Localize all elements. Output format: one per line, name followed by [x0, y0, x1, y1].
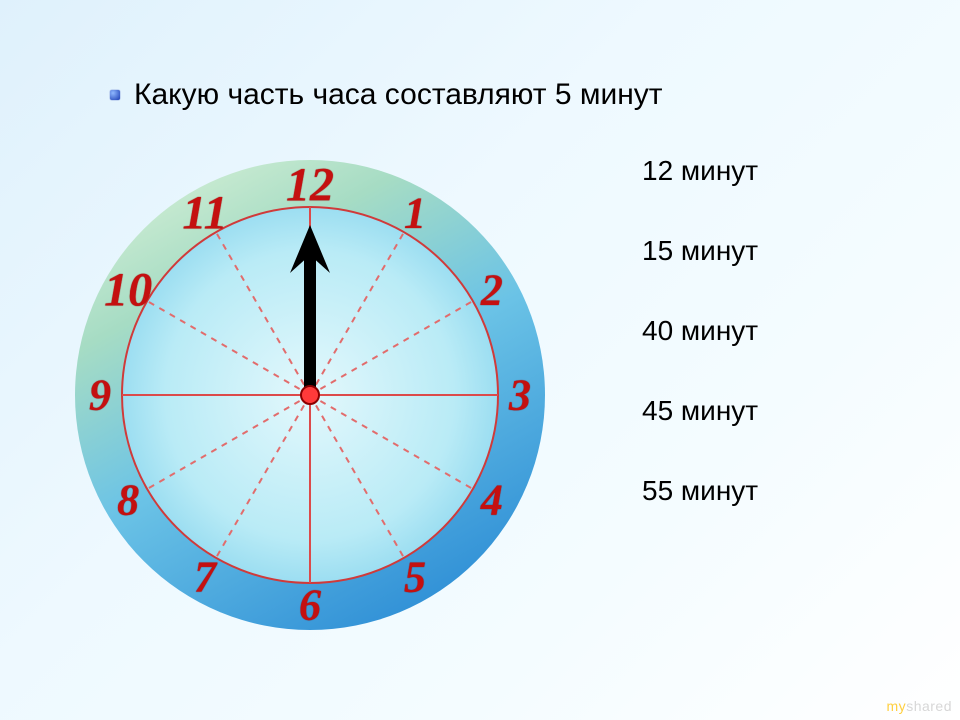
watermark-rest: shared: [906, 698, 952, 714]
option-item[interactable]: 15 минут: [642, 235, 758, 267]
clock-numeral: 12: [286, 158, 334, 213]
options-list: 12 минут 15 минут 40 минут 45 минут 55 м…: [642, 155, 758, 507]
bullet-icon: [110, 90, 120, 100]
clock-numeral: 11: [182, 186, 227, 241]
clock-numeral: 3: [509, 370, 531, 421]
clock-numeral: 4: [481, 475, 503, 526]
slide: Какую часть часа составляют 5 минут 12 м…: [0, 0, 960, 720]
watermark: myshared: [887, 698, 952, 714]
clock-numeral: 8: [117, 475, 139, 526]
clock-numeral: 6: [299, 580, 321, 631]
clock-numeral: 5: [404, 551, 426, 602]
watermark-prefix: my: [887, 698, 907, 714]
clock-diagram: 121234567891011: [70, 155, 550, 635]
option-item[interactable]: 55 минут: [642, 475, 758, 507]
clock-numeral: 10: [104, 263, 152, 318]
slide-title: Какую часть часа составляют 5 минут: [134, 78, 663, 112]
option-item[interactable]: 12 минут: [642, 155, 758, 187]
title-row: Какую часть часа составляют 5 минут: [110, 78, 663, 112]
clock-numeral: 7: [194, 551, 216, 602]
option-item[interactable]: 45 минут: [642, 395, 758, 427]
clock-numeral: 2: [481, 265, 503, 316]
clock-numeral: 1: [404, 188, 426, 239]
option-item[interactable]: 40 минут: [642, 315, 758, 347]
clock-numeral: 9: [89, 370, 111, 421]
